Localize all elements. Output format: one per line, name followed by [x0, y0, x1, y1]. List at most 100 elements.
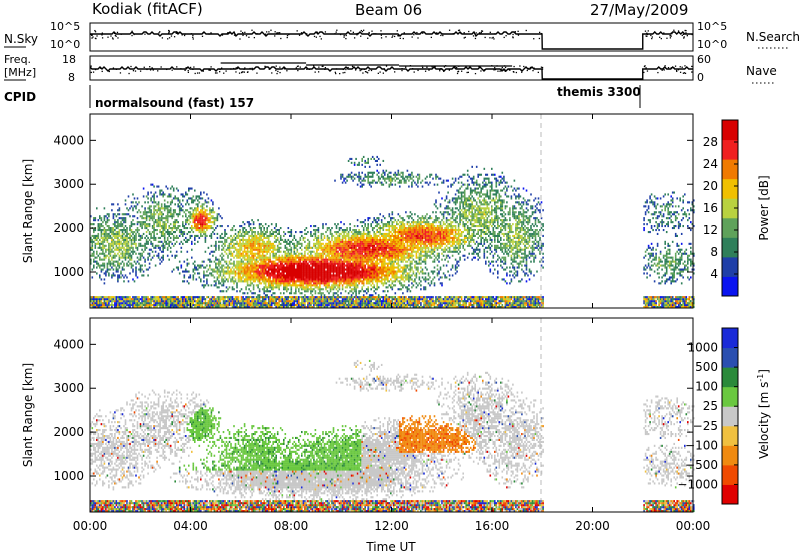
power-cell: [287, 276, 290, 279]
nsky-dot: [644, 30, 647, 32]
power-cell: [114, 298, 116, 301]
nsky-dot: [226, 32, 229, 35]
power-cell: [106, 234, 109, 237]
power-cell: [346, 240, 348, 243]
nsky-dot: [353, 37, 356, 39]
power-cell: [255, 246, 258, 249]
power-cell: [326, 227, 329, 230]
nsky-dot: [380, 37, 383, 39]
power-cell: [160, 231, 163, 234]
power-cell: [216, 258, 219, 261]
power-cell: [290, 276, 293, 279]
power-cell: [191, 213, 193, 216]
power-cell: [319, 282, 321, 285]
power-cell: [326, 282, 329, 285]
power-cell: [314, 256, 317, 259]
power-cell: [252, 254, 255, 257]
power-cell: [283, 272, 285, 275]
power-cell: [323, 276, 326, 279]
power-cell: [166, 306, 169, 309]
power-cell: [180, 240, 183, 243]
power-cell: [183, 306, 186, 309]
power-cell: [126, 256, 128, 259]
power-cells: [90, 155, 695, 309]
power-cell: [224, 250, 226, 253]
power-cell: [192, 227, 195, 230]
power-cell: [326, 298, 329, 301]
power-cell: [144, 236, 146, 239]
power-cell: [172, 211, 175, 214]
freq-dot: [679, 66, 681, 68]
nsky-dot: [646, 35, 648, 37]
power-cell: [94, 302, 97, 305]
power-cell: [254, 272, 256, 275]
power-cell: [186, 209, 189, 212]
power-cell: [310, 284, 312, 287]
freq-dot: [394, 71, 396, 73]
nsky-dot: [472, 31, 475, 34]
power-cell: [272, 242, 274, 245]
power-cell: [242, 276, 244, 279]
nsky-dot: [673, 29, 675, 31]
power-cell: [316, 268, 318, 271]
power-cell: [127, 213, 130, 216]
power-cell: [252, 270, 255, 273]
power-cell: [154, 264, 157, 267]
nsky-dot: [670, 32, 673, 34]
power-cell: [273, 270, 276, 273]
power-cell: [215, 280, 217, 283]
power-cell: [118, 266, 121, 269]
power-cell: [313, 244, 315, 247]
power-cell: [239, 262, 241, 265]
power-cell: [269, 284, 271, 287]
power-cell: [286, 286, 288, 289]
power-cell: [283, 274, 285, 277]
power-cell: [169, 304, 172, 307]
power-cell: [316, 296, 318, 299]
power-cell: [251, 252, 253, 255]
power-cell: [97, 254, 100, 257]
power-cell: [319, 246, 321, 249]
power-cell: [194, 219, 196, 222]
power-cell: [286, 248, 288, 251]
power-cell: [335, 288, 338, 291]
power-cell: [314, 284, 317, 287]
power-cell: [105, 231, 107, 234]
power-cell: [266, 256, 268, 259]
power-cell: [117, 203, 119, 206]
power-cell: [275, 284, 277, 287]
power-cell: [162, 229, 164, 232]
power-cell: [329, 246, 332, 249]
power-cell: [186, 280, 189, 283]
power-cell: [121, 246, 124, 249]
power-cell: [198, 296, 201, 299]
power-cell: [347, 268, 350, 271]
power-cell: [197, 205, 199, 208]
power-cell: [139, 211, 142, 214]
power-cell: [248, 225, 250, 228]
power-cell: [100, 304, 103, 307]
power-cell: [123, 246, 125, 249]
power-cell: [326, 250, 329, 253]
power-cell: [286, 284, 288, 287]
power-cell: [126, 213, 128, 216]
power-cell: [314, 244, 317, 247]
power-cell: [261, 268, 264, 271]
power-cell: [293, 236, 296, 239]
power-cell: [273, 280, 276, 283]
power-cell: [165, 207, 167, 210]
power-cell: [266, 306, 268, 309]
power-cell: [314, 242, 317, 245]
power-cell: [252, 238, 255, 241]
power-cell: [151, 219, 154, 222]
power-cell: [153, 304, 155, 307]
power-cell: [292, 296, 294, 299]
power-cell: [219, 236, 222, 239]
power-cell: [201, 203, 204, 206]
power-cell: [292, 300, 294, 303]
power-cell: [287, 298, 290, 301]
power-cell: [254, 254, 256, 257]
power-cell: [328, 274, 330, 277]
power-cell: [295, 272, 297, 275]
power-cell: [200, 229, 202, 232]
